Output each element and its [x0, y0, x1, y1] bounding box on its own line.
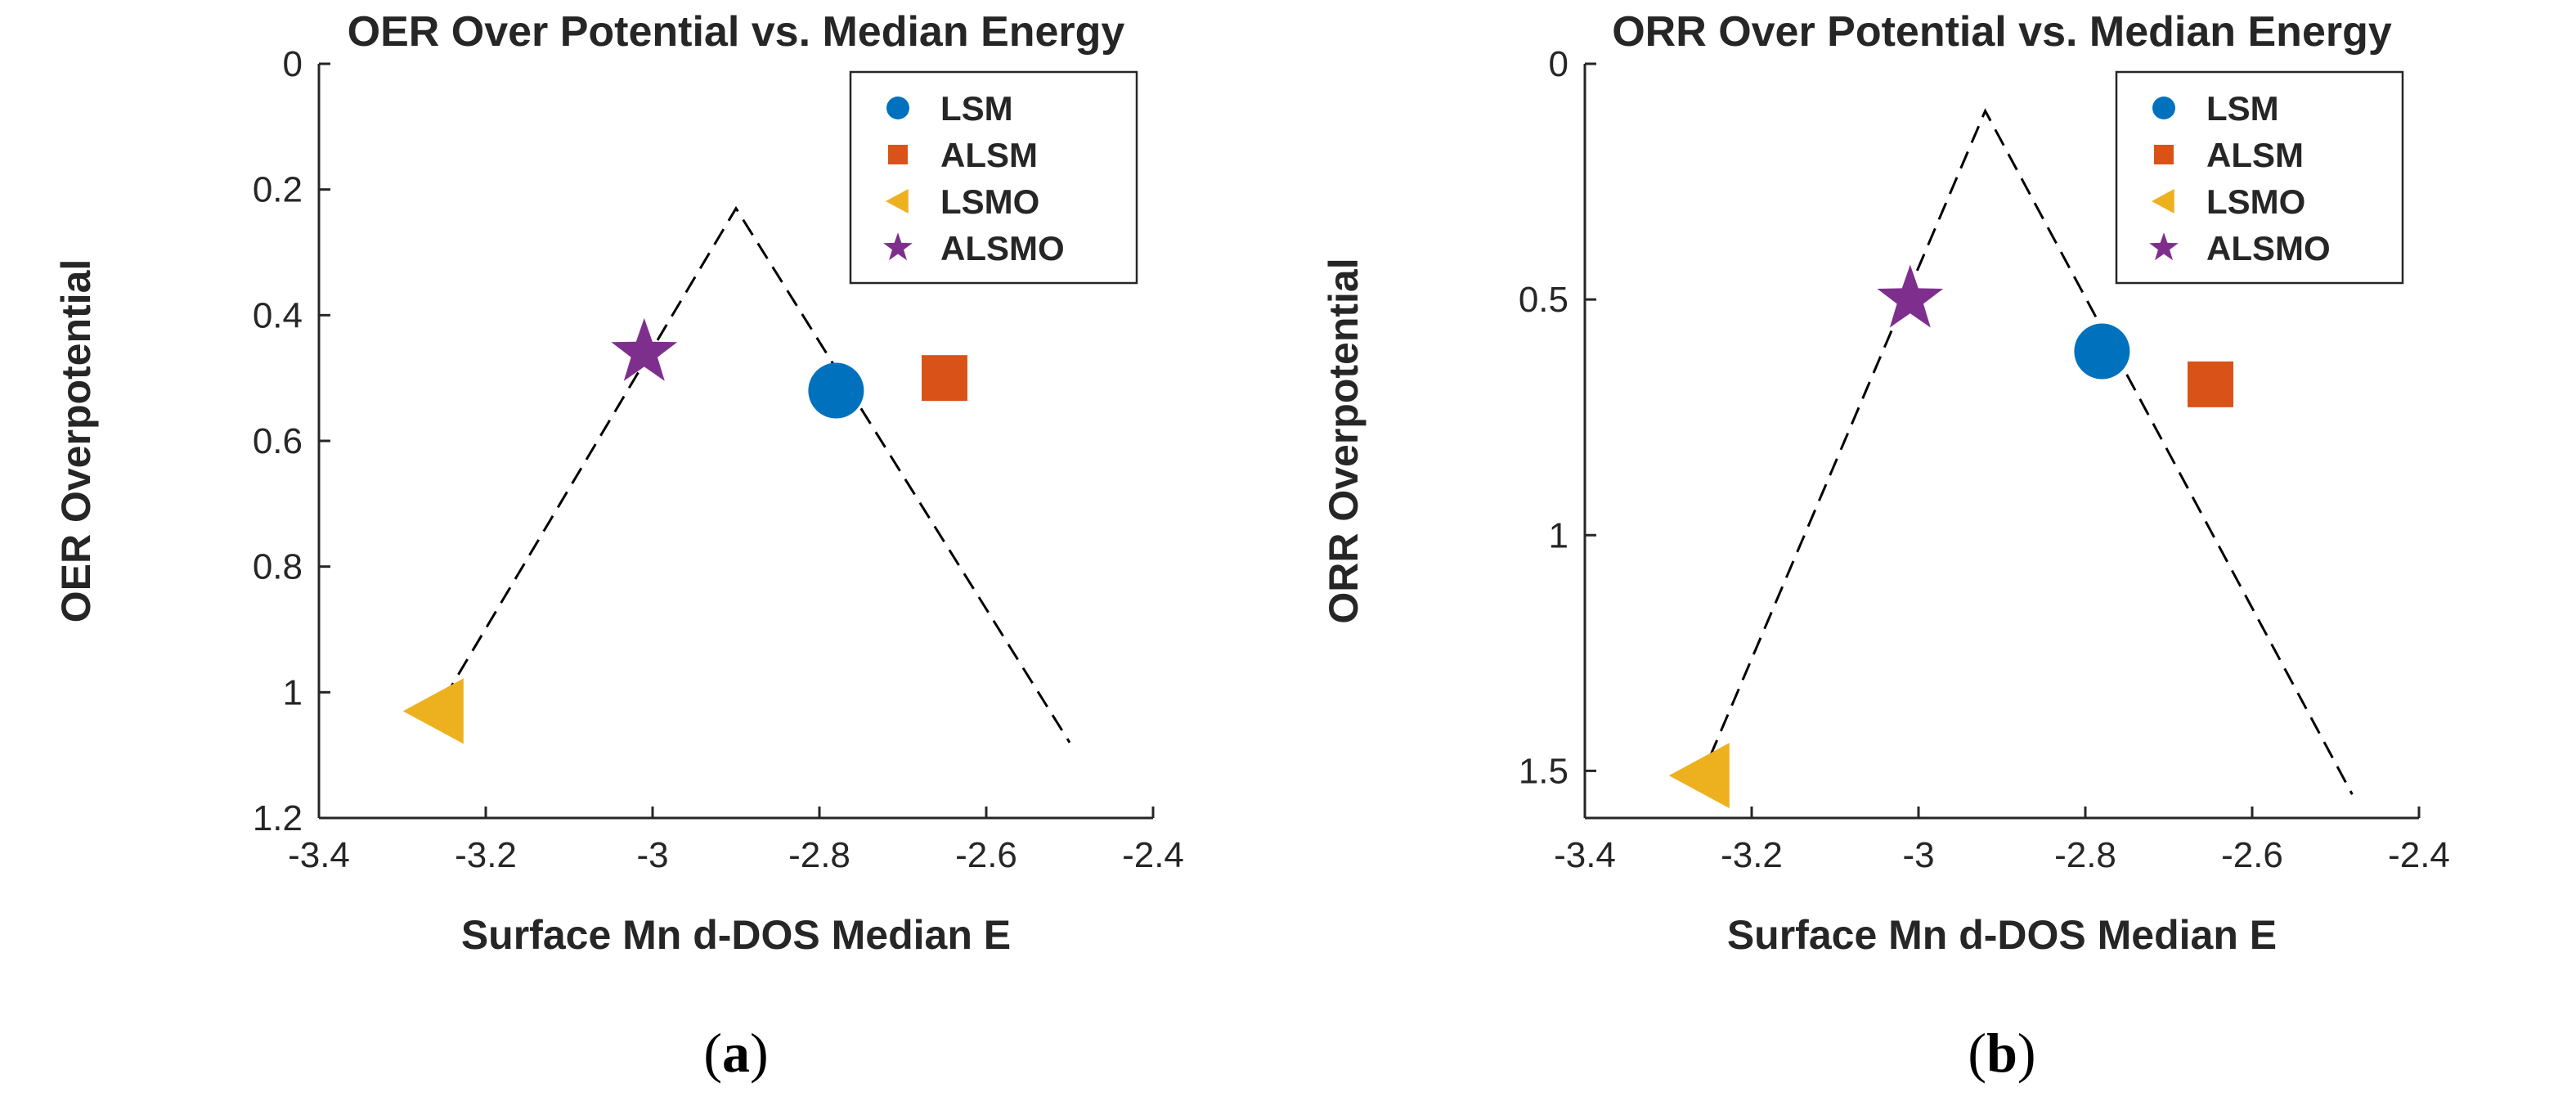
- y-tick-label: 1.5: [1519, 751, 1568, 791]
- x-tick-label: -2.6: [955, 835, 1017, 875]
- data-point-lsmo: [1668, 743, 1730, 809]
- y-tick-label: 0.5: [1519, 280, 1568, 320]
- legend-marker-alsmo: [2149, 232, 2179, 261]
- y-tick-label: 0.4: [253, 295, 303, 335]
- chart-panel-a: OER Over Potential vs. Median Energy -3.4…: [53, 8, 1184, 1084]
- panel-label-close: ): [2017, 1022, 2036, 1084]
- y-axis-label: ORR Overpotential: [1321, 258, 1367, 623]
- data-point-lsm: [808, 362, 864, 419]
- legend-marker-lsm: [886, 97, 909, 119]
- legend-label-alsmo: ALSMO: [940, 229, 1065, 267]
- panel-label: (a): [703, 1022, 768, 1084]
- y-axis-label: OER Overpotential: [53, 259, 99, 623]
- x-tick-label: -3: [1902, 835, 1934, 875]
- data-point-alsmo: [611, 317, 678, 381]
- x-tick-label: -3.4: [288, 835, 350, 875]
- y-tick-label: 0: [1549, 44, 1568, 84]
- x-axis-label: Surface Mn d-DOS Median E: [1727, 912, 2277, 958]
- panel-label: (b): [1968, 1022, 2035, 1084]
- panel-label-letter: a: [722, 1022, 750, 1084]
- x-tick-label: -3.2: [1721, 835, 1783, 875]
- chart-title: ORR Over Potential vs. Median Energy: [1612, 8, 2392, 56]
- volcano-trend-line: [1708, 108, 2354, 795]
- y-tick-label: 1.2: [253, 798, 303, 838]
- x-tick-label: -3.4: [1554, 835, 1616, 875]
- x-tick-label: -2.8: [2054, 835, 2116, 875]
- legend-label-alsmo: ALSMO: [2206, 229, 2331, 267]
- chart-panel-b: ORR Over Potential vs. Median Energy -3.4…: [1321, 8, 2450, 1084]
- x-axis-label: Surface Mn d-DOS Median E: [461, 912, 1011, 958]
- legend-marker-alsm: [888, 145, 908, 164]
- panel-label-close: ): [750, 1022, 769, 1084]
- data-point-alsm: [922, 355, 967, 402]
- data-point-alsm: [2188, 361, 2233, 407]
- x-tick-label: -2.8: [788, 835, 850, 875]
- panel-label-letter: b: [1986, 1022, 2017, 1084]
- data-point-alsmo: [1877, 264, 1944, 328]
- x-tick-label: -2.4: [2388, 835, 2450, 875]
- y-tick-label: 0: [283, 44, 303, 84]
- y-tick-label: 0.8: [253, 547, 303, 587]
- y-tick-label: 1: [283, 672, 303, 712]
- legend-marker-alsmo: [883, 232, 913, 261]
- legend-marker-lsmo: [886, 189, 909, 213]
- legend-marker-alsm: [2154, 145, 2174, 164]
- legend-label-alsm: ALSM: [940, 136, 1038, 174]
- y-tick-label: 0.6: [253, 421, 303, 461]
- volcano-trend-line: [442, 205, 1071, 744]
- legend-label-lsmo: LSMO: [940, 182, 1039, 221]
- chart-title: OER Over Potential vs. Median Energy: [348, 8, 1125, 56]
- panel-label-open: (: [703, 1022, 722, 1084]
- data-point-lsmo: [402, 678, 464, 744]
- legend-label-lsm: LSM: [940, 89, 1013, 128]
- x-tick-label: -2.6: [2221, 835, 2283, 875]
- legend-marker-lsmo: [2152, 189, 2174, 213]
- legend-label-lsm: LSM: [2206, 89, 2279, 128]
- panel-label-open: (: [1968, 1022, 1986, 1084]
- x-tick-label: -3.2: [455, 835, 517, 875]
- data-point-lsm: [2074, 323, 2130, 380]
- legend-label-alsm: ALSM: [2206, 136, 2304, 174]
- legend: LSM ALSM LSMO ALSMO: [2115, 70, 2404, 285]
- x-tick-label: -2.4: [1122, 835, 1184, 875]
- legend-marker-lsm: [2152, 97, 2175, 119]
- y-tick-label: 0.2: [253, 170, 303, 210]
- x-tick-label: -3: [636, 835, 668, 875]
- y-tick-label: 1: [1549, 515, 1568, 555]
- legend: LSM ALSM LSMO ALSMO: [849, 70, 1138, 285]
- legend-label-lsmo: LSMO: [2206, 182, 2305, 221]
